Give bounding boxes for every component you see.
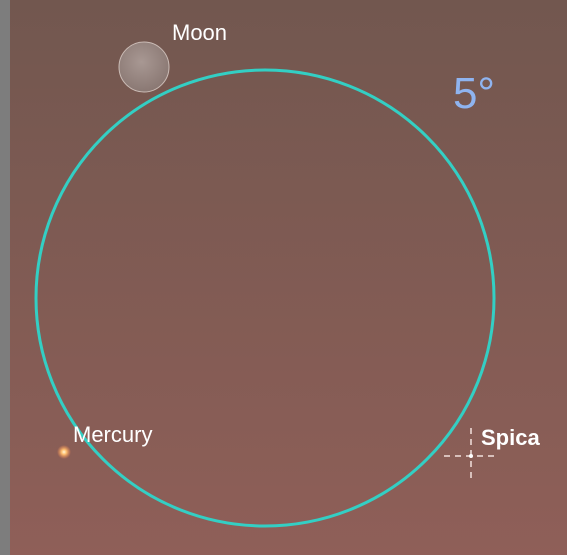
mercury-label: Mercury — [73, 422, 152, 447]
left-border — [0, 0, 10, 555]
spica-label: Spica — [481, 425, 540, 450]
moon-disc — [119, 42, 169, 92]
sky-view: Moon 5° Mercury Spica — [0, 0, 567, 555]
fov-label: 5° — [453, 69, 495, 118]
mercury-dot — [57, 445, 71, 459]
moon-label: Moon — [172, 20, 227, 45]
page: Moon 5° Mercury Spica (() => { const dat… — [0, 0, 567, 555]
spica-dot — [469, 454, 473, 458]
